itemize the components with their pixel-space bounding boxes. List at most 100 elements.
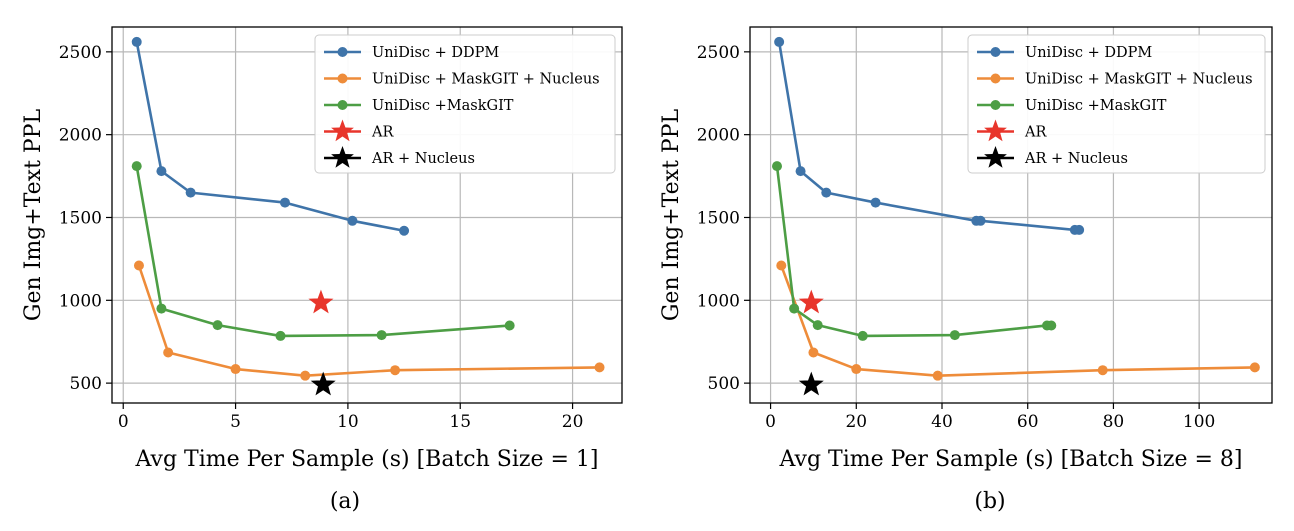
legend-label: UniDisc + DDPM [372,45,499,61]
legend-label: AR [371,125,394,141]
data-point [212,320,223,331]
figure-caption: (a) [330,489,360,514]
y-tick-label: 1500 [697,208,740,228]
data-point [133,260,144,271]
x-tick-label: 40 [931,412,953,432]
data-point-star [308,289,334,314]
data-point [300,370,311,381]
series-2 [772,161,1057,341]
legend-entry: AR + Nucleus [977,146,1128,168]
y-tick-label: 1000 [697,291,740,311]
axes-frame [111,26,623,404]
data-point [949,330,960,341]
data-point [851,364,862,375]
plot-area [131,36,605,396]
data-point [156,303,167,314]
y-tick-label: 1500 [59,208,102,228]
series-4 [310,371,336,396]
data-point [1249,362,1260,373]
x-tick-label: 60 [1017,412,1039,432]
series-line [780,265,1255,377]
x-tick-label: 100 [1183,412,1215,432]
legend-marker-star [984,119,1007,142]
series-line [137,265,600,377]
legend-label: UniDisc + MaskGIT + Nucleus [372,72,600,88]
data-point [1097,365,1108,376]
series-1 [776,260,1260,381]
legend-marker-star [331,146,354,168]
series-line [777,41,1080,232]
y-tick-label: 500 [708,374,740,394]
data-point [504,320,515,331]
y-tick-label: 2500 [59,43,102,63]
y-tick-label: 2500 [697,43,740,63]
data-point [821,187,832,198]
x-tick-label: 10 [337,412,359,432]
data-point [772,161,782,172]
axes-frame [749,26,1273,404]
series-4 [798,371,824,396]
data-point [156,166,167,177]
x-tick-label: 20 [562,412,584,432]
data-point [390,365,401,376]
data-point [789,303,800,314]
x-tick-label: 0 [765,412,776,432]
legend-marker [990,100,1001,110]
data-point [131,161,142,172]
legend-label: AR + Nucleus [371,151,475,167]
legend-entry: UniDisc + DDPM [977,45,1152,61]
legend-box [967,34,1266,174]
data-point [1074,224,1085,235]
legend-entry: UniDisc + MaskGIT + Nucleus [324,72,600,88]
data-point [279,197,290,208]
data-point-star [798,289,824,314]
chart-panel-b: 0 20 40 60 80 100 500 1000 1500 2000 2500 Avg Time … [659,26,1273,514]
data-point [347,215,358,226]
y-axis-label: Gen Img+Text PPL [21,108,46,321]
y-tick-label: 2000 [697,126,740,146]
legend-entry: AR [324,119,394,142]
series-3 [308,289,334,314]
data-point [774,36,785,47]
data-point [376,330,387,341]
legend-entry: UniDisc +MaskGIT [977,98,1167,114]
figure-caption: (b) [974,489,1005,514]
data-point [975,215,986,226]
series-2 [131,161,515,341]
series-line [135,165,510,338]
y-tick-label: 2000 [59,126,102,146]
legend: UniDisc + DDPM UniDisc + MaskGIT + Nucleu… [314,34,616,174]
data-point-star [798,371,824,396]
x-tick-label: 80 [1103,412,1125,432]
data-point [275,330,286,341]
legend-marker-star [984,146,1007,168]
data-point [808,347,819,358]
series-0 [774,36,1085,235]
series-line [135,41,405,233]
x-tick-label: 20 [845,412,867,432]
data-point [594,362,605,373]
legend-entry: AR + Nucleus [324,146,475,168]
legend-label: UniDisc +MaskGIT [372,98,514,114]
legend-label: AR [1024,125,1047,141]
data-point [812,320,823,331]
data-point [163,347,174,358]
legend-entry: AR [977,119,1047,142]
legend-label: UniDisc + DDPM [1025,45,1152,61]
x-tick-label: 15 [449,412,471,432]
x-axis-label: Avg Time Per Sample (s) [Batch Size = 1] [135,447,599,472]
data-point [932,370,943,381]
data-point [795,166,806,177]
legend-entry: UniDisc + DDPM [324,45,499,61]
data-point [870,197,881,208]
legend-label: AR + Nucleus [1024,151,1128,167]
legend: UniDisc + DDPM UniDisc + MaskGIT + Nucleu… [967,34,1266,174]
legend-marker [337,100,348,110]
legend-entry: UniDisc +MaskGIT [324,98,514,114]
data-point [857,330,868,341]
data-point [776,260,787,271]
legend-marker [990,73,1001,84]
legend-marker [990,47,1001,57]
data-point [399,225,410,236]
